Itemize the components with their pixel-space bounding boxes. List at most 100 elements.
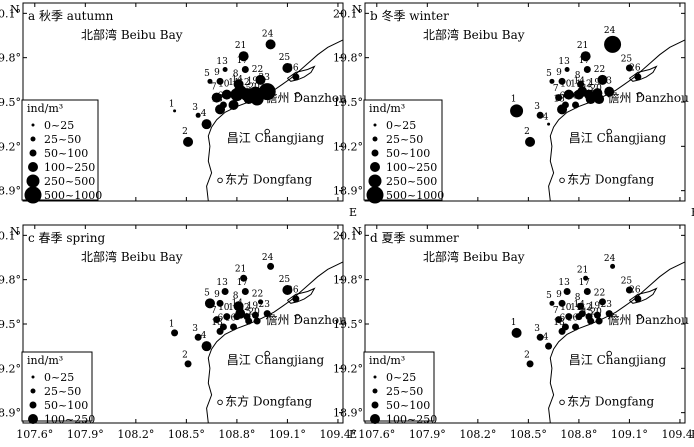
station-17-marker	[241, 65, 249, 73]
x-tick-label: 109.1°	[611, 428, 648, 441]
legend-class-3-label: 100~250	[44, 161, 95, 174]
legend-class-3-symbol	[28, 162, 38, 172]
station-5-label: 5	[204, 69, 210, 79]
dongfang-marker	[559, 177, 565, 184]
station-26-marker	[634, 73, 642, 81]
north-label: N	[352, 3, 362, 16]
legend-box	[363, 99, 443, 201]
station-21-marker	[580, 51, 591, 62]
station-7-label: 7	[553, 306, 559, 316]
legend-class-4-label: 250~500	[44, 175, 95, 188]
station-3-label: 3	[534, 324, 540, 334]
station-25-marker	[282, 285, 293, 296]
panel-title: d 夏季 summer	[370, 231, 459, 245]
station-19-label: 19	[589, 302, 601, 312]
legend-class-0-label: 0~25	[386, 371, 416, 384]
station-13-label: 13	[216, 57, 228, 67]
station-23-label: 23	[600, 300, 612, 310]
station-1-marker	[173, 109, 177, 113]
station-2-label: 2	[182, 350, 188, 360]
station-14-marker	[235, 308, 246, 319]
station-8-label: 8	[233, 69, 239, 79]
legend-class-3-label: 100~250	[386, 161, 437, 174]
station-9-label: 9	[556, 290, 562, 300]
east-label: E	[349, 206, 357, 219]
station-2-marker	[525, 136, 536, 147]
legend-class-0-label: 0~25	[44, 119, 74, 132]
station-4-label: 4	[201, 109, 207, 119]
legend-class-1-symbol	[372, 388, 378, 394]
station-12-label: 12	[580, 80, 591, 90]
map-panel-c: 107.6° 107.9° 108.2° 108.5° 108.8° 109.1° 109.…	[0, 224, 357, 441]
legend-class-1-symbol	[30, 136, 36, 142]
station-25-label: 25	[279, 275, 291, 285]
x-tick-label: 109.1°	[269, 428, 306, 441]
station-16-label: 16	[225, 313, 237, 323]
station-20-marker	[253, 317, 261, 325]
y-tick-label: 20.1°	[333, 7, 363, 20]
station-2-label: 2	[524, 127, 530, 137]
station-13-marker	[564, 66, 570, 72]
changjiang-label: 昌江 Changjiang	[227, 131, 325, 145]
station-5-marker	[204, 298, 215, 309]
map-panel-d: 107.6° 107.9° 108.2° 108.5° 108.8° 109.1° 109.…	[333, 224, 694, 441]
inlet-outline	[629, 65, 658, 82]
station-13-marker	[222, 66, 228, 72]
station-15-label: 15	[240, 308, 252, 318]
y-tick-label: 19.2°	[333, 140, 363, 153]
station-1-label: 1	[169, 319, 175, 329]
station-15-marker	[585, 94, 596, 105]
station-14-label: 14	[232, 75, 244, 85]
map-panel-a: 20.1° 19.8° 19.5° 19.2° 18.9° N Ea 秋季 autumn 北部…	[0, 2, 357, 219]
danzhou-marker	[636, 91, 643, 98]
danzhou-label: 儋州 Danzhou	[608, 313, 690, 327]
station-18-marker	[215, 104, 226, 115]
station-14-label: 14	[232, 299, 244, 309]
station-21-label: 21	[235, 265, 246, 275]
station-19-marker	[251, 311, 259, 319]
station-1-marker	[171, 329, 179, 337]
legend-class-2-label: 50~100	[44, 147, 88, 160]
station-17-label: 17	[237, 278, 249, 288]
y-tick-label: 19.8°	[333, 52, 363, 65]
danzhou-label: 儋州 Danzhou	[266, 91, 348, 105]
coastline	[548, 261, 686, 424]
station-10-label: 10	[560, 303, 572, 313]
dongfang-label: 东方 Dongfang	[567, 171, 654, 186]
changjiang-label: 昌江 Changjiang	[569, 131, 667, 145]
station-12-label: 12	[580, 303, 591, 313]
legend-class-0-symbol	[31, 375, 35, 379]
x-tick-label: 108.8°	[560, 428, 597, 441]
station-4-marker	[545, 342, 553, 350]
station-13-label: 13	[216, 278, 228, 288]
y-tick-label: 19.2°	[333, 362, 363, 375]
station-22-marker	[598, 298, 606, 306]
station-14-marker	[233, 85, 247, 99]
station-3-marker	[536, 333, 544, 341]
map-panel-b: 20.1° 19.8° 19.5° 19.2° 18.9° N Eb 冬季 winter 北部…	[333, 2, 694, 219]
x-tick-label: 108.5°	[168, 428, 205, 441]
station-1-label: 1	[169, 99, 175, 109]
station-11-label: 11	[228, 78, 239, 88]
station-16-label: 16	[567, 91, 579, 101]
station-19-label: 19	[589, 78, 601, 88]
legend-class-1-symbol	[372, 136, 378, 142]
station-20-marker	[595, 317, 603, 325]
legend-class-1-label: 25~50	[44, 385, 81, 398]
y-tick-label: 19.5°	[0, 96, 21, 109]
station-24-label: 24	[262, 29, 274, 39]
station-5-label: 5	[204, 288, 210, 298]
dongfang-marker	[217, 177, 223, 184]
station-5-label: 5	[546, 69, 552, 79]
x-tick-label: 107.9°	[409, 428, 446, 441]
station-9-marker	[558, 299, 566, 307]
station-7-label: 7	[211, 83, 217, 93]
station-9-marker	[216, 77, 224, 85]
station-6-label: 6	[560, 313, 566, 323]
station-4-marker	[547, 122, 551, 126]
station-16-marker	[230, 323, 238, 331]
legend-class-5-label: 500~1000	[386, 189, 444, 202]
station-23-marker	[263, 310, 271, 318]
station-19-marker	[593, 311, 601, 319]
